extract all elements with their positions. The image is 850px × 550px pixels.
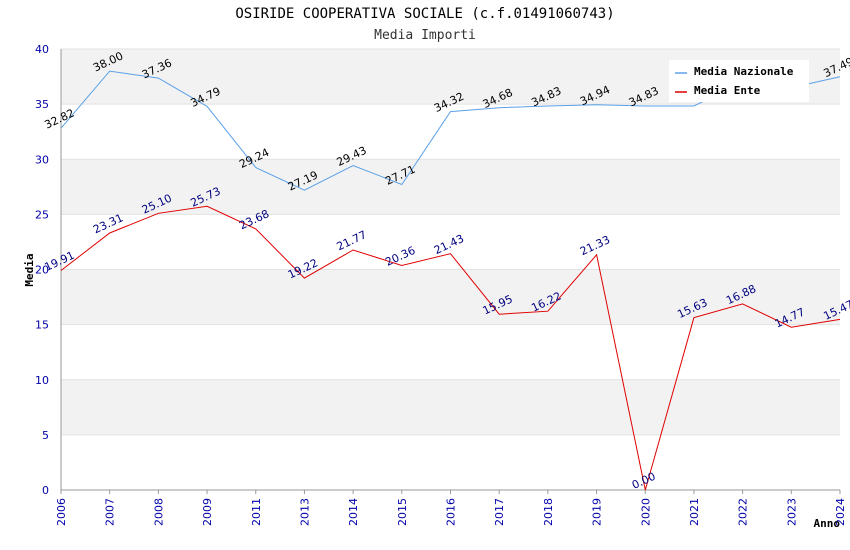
x-tick-label: 2018	[542, 498, 555, 526]
x-tick-labels: 2006 2007 2008 2009 2011 2013 2014 2015 2016 2017…	[55, 490, 847, 526]
y-tick-label: 10	[35, 374, 49, 387]
x-tick-label: 2007	[104, 498, 117, 526]
grid-band	[61, 379, 840, 435]
y-tick-label: 15	[35, 319, 49, 332]
grid-band	[61, 159, 840, 215]
grid-bands	[61, 49, 840, 435]
y-tick-label: 20	[35, 264, 49, 277]
chart-subtitle: Media Importi	[374, 28, 476, 43]
data-label: 21.77	[335, 228, 369, 253]
x-tick-label: 2015	[396, 498, 409, 526]
data-label: 23.31	[91, 211, 125, 236]
legend-box	[669, 60, 809, 102]
x-tick-label: 2008	[152, 498, 165, 526]
x-tick-label: 2017	[493, 498, 506, 526]
x-tick-label: 2014	[347, 498, 360, 526]
x-tick-label: 2021	[688, 498, 701, 526]
x-tick-label: 2019	[591, 498, 604, 526]
x-tick-label: 2013	[298, 498, 311, 526]
y-tick-label: 35	[35, 98, 49, 111]
y-tick-label: 5	[42, 429, 49, 442]
data-label: 21.33	[578, 233, 612, 258]
y-tick-label: 30	[35, 153, 49, 166]
grid-band	[61, 269, 840, 325]
x-tick-label: 2022	[737, 498, 750, 526]
x-tick-label: 2011	[250, 498, 263, 526]
data-label: 21.43	[432, 232, 466, 257]
x-tick-label: 2009	[201, 498, 214, 526]
y-tick-label: 0	[42, 484, 49, 497]
legend: Media Nazionale Media Ente	[669, 60, 809, 102]
data-label: 0.00	[630, 470, 658, 492]
legend-label-nazionale: Media Nazionale	[694, 65, 794, 78]
x-tick-label: 2024	[834, 498, 847, 526]
y-tick-labels: 0 5 10 15 20 25 30 35 40	[35, 43, 49, 497]
x-axis-label: Anno	[814, 517, 841, 530]
y-tick-label: 25	[35, 208, 49, 221]
x-tick-label: 2023	[785, 498, 798, 526]
series-line-ente	[60, 205, 841, 491]
legend-label-ente: Media Ente	[694, 84, 761, 97]
x-tick-label: 2016	[445, 498, 458, 526]
x-tick-label: 2006	[55, 498, 68, 526]
y-tick-label: 40	[35, 43, 49, 56]
y-axis-label: Media	[23, 253, 36, 286]
x-tick-label: 2020	[639, 498, 652, 526]
chart-title: OSIRIDE COOPERATIVA SOCIALE (c.f.0149106…	[235, 6, 614, 22]
